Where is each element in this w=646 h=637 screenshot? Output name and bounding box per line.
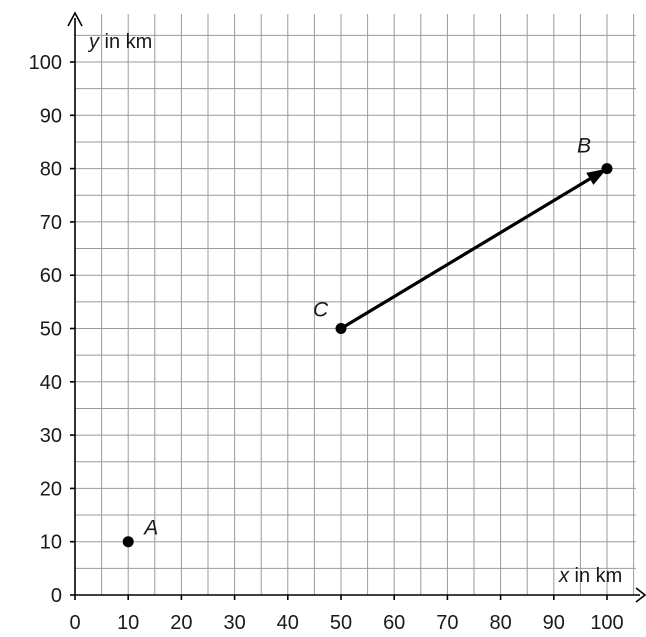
y-tick-label: 70 [40,212,62,234]
axes [67,11,646,603]
y-tick-label: 0 [51,585,62,607]
x-tick-label: 0 [69,612,80,634]
y-tick-label: 30 [40,425,62,447]
y-tick-label: 10 [40,532,62,554]
y-tick-label: 100 [29,52,62,74]
x-axis-label: x in km [558,565,622,587]
tick-labels: 0 10 20 30 40 50 60 70 80 90 100 0 10 20 30 40 50 60 70 80 9… [29,52,624,634]
y-tick-label: 40 [40,372,62,394]
vector-cb-arrowhead-icon [586,168,607,185]
y-axis-label: y in km [87,31,152,53]
point-label-a: A [142,517,158,540]
point-a [122,536,134,548]
points: A B C [122,135,613,548]
x-tick-label: 100 [590,612,623,634]
y-tick-label: 60 [40,265,62,287]
x-tick-label: 80 [489,612,511,634]
x-tick-label: 20 [170,612,192,634]
x-tick-label: 70 [436,612,458,634]
x-tick-label: 40 [277,612,299,634]
x-tick-label: 90 [543,612,565,634]
x-tick-label: 60 [383,612,405,634]
vectors [340,168,607,330]
vector-cb-shaft [340,177,591,330]
point-c [335,323,347,334]
x-tick-label: 50 [330,612,352,634]
y-tick-label: 90 [40,105,62,127]
y-tick-label: 80 [40,159,62,181]
x-tick-label: 10 [117,612,139,634]
grid [75,14,636,595]
y-axis-arrow-icon [67,11,83,27]
x-axis-arrow-icon [635,587,646,603]
y-tick-label: 50 [40,319,62,341]
point-label-c: C [313,299,329,322]
point-b [601,163,613,175]
x-tick-label: 30 [223,612,245,634]
y-tick-label: 20 [40,478,62,500]
point-label-b: B [577,135,591,158]
